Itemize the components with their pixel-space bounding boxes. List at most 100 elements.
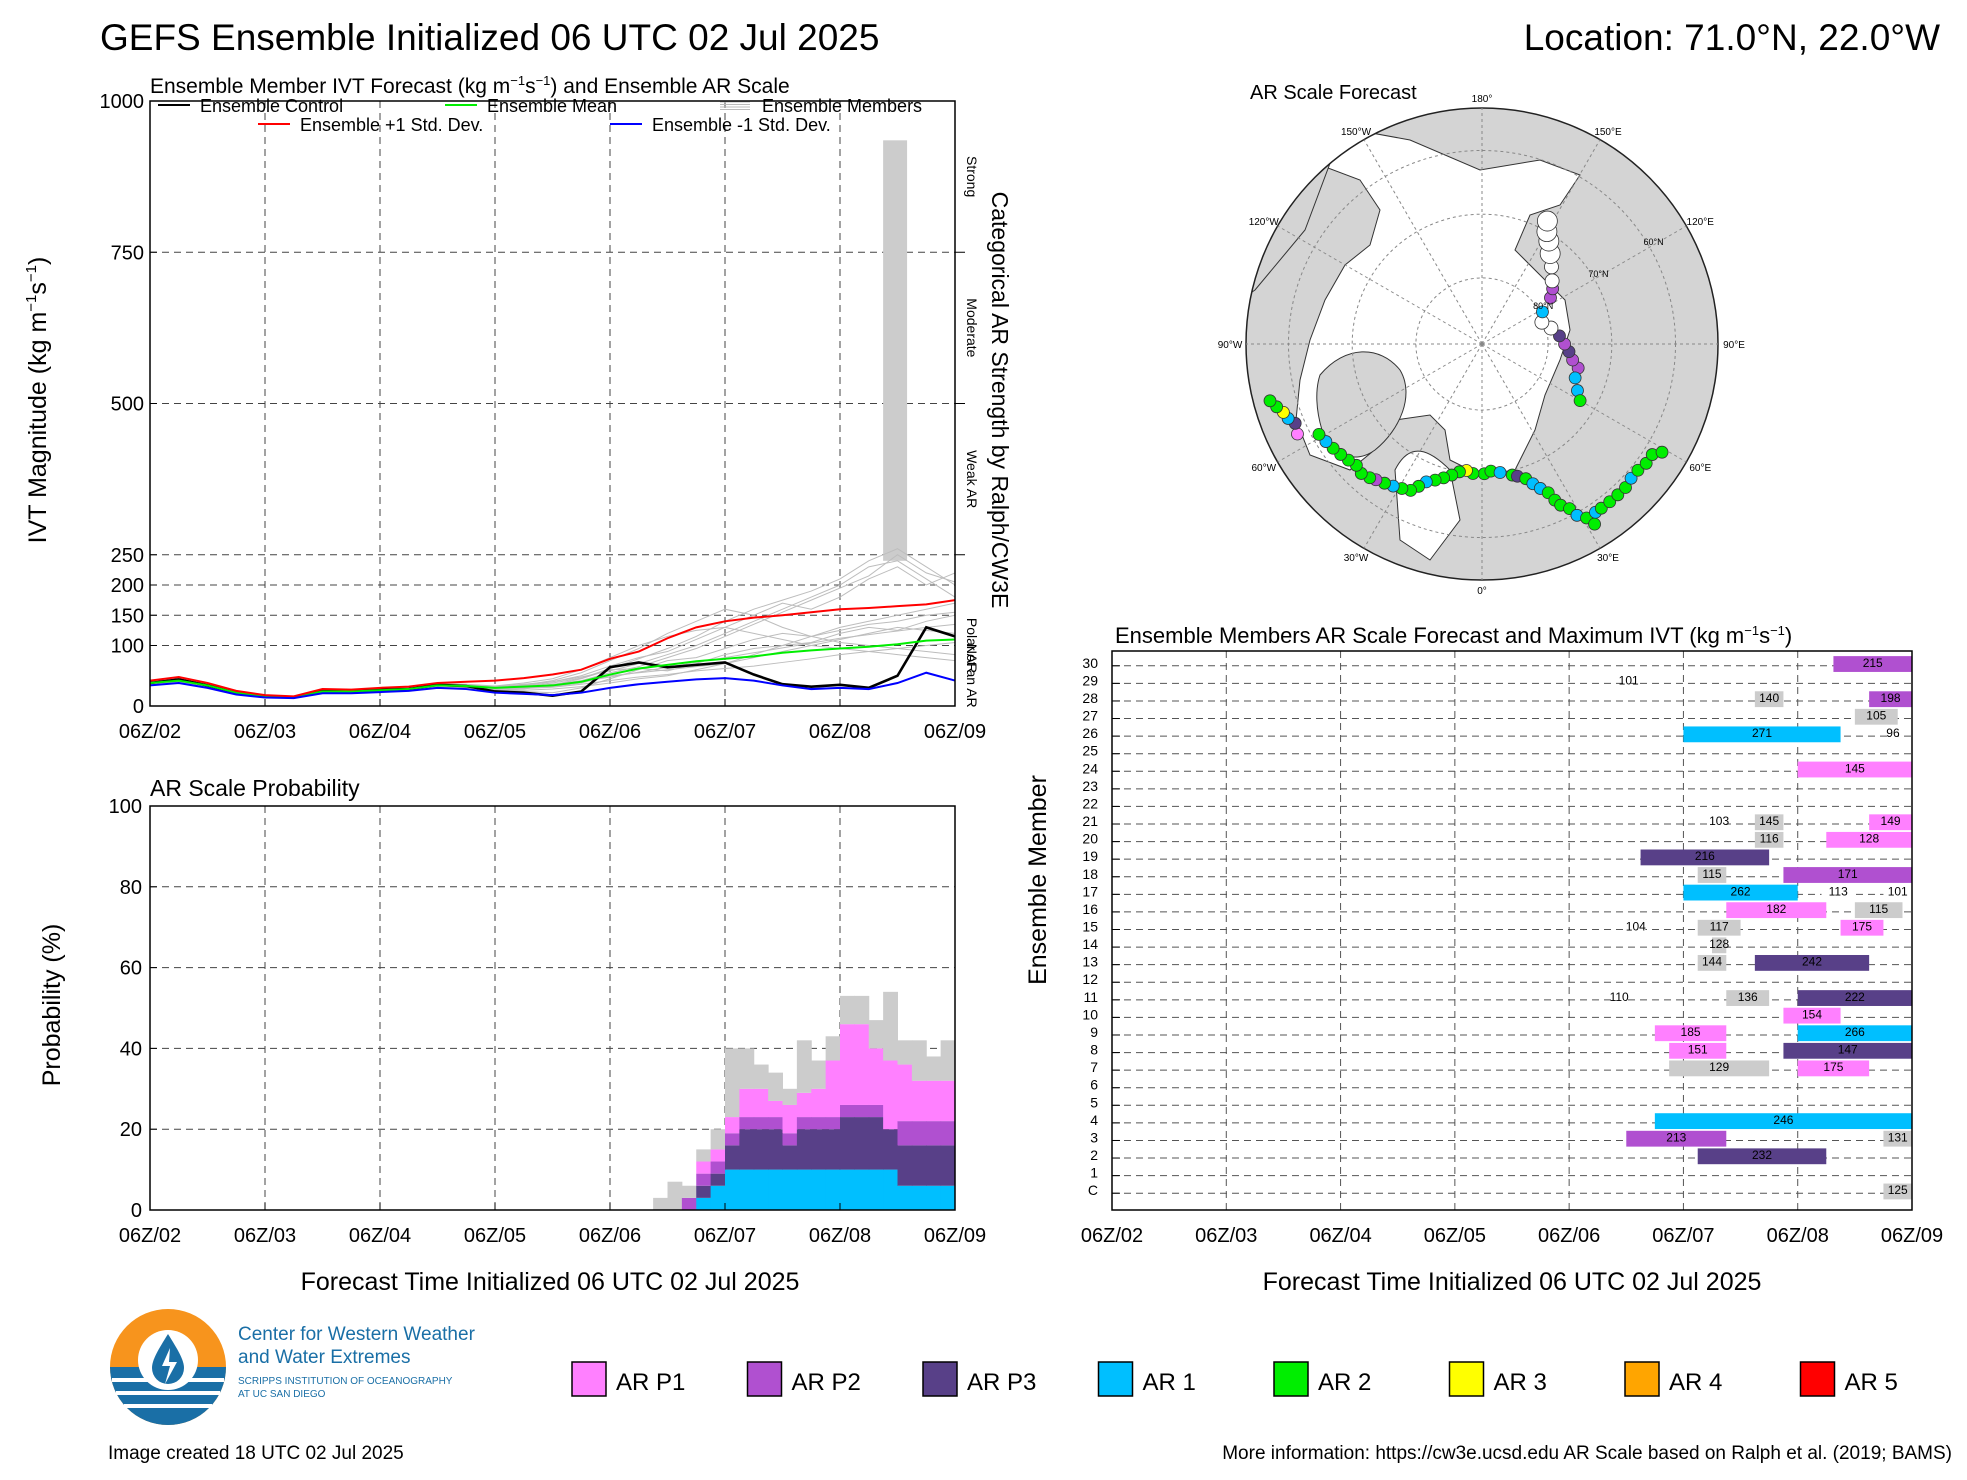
member-max-ivt: 232 [1752, 1148, 1772, 1162]
member-row-label: 27 [1082, 708, 1098, 724]
member-max-ivt: 103 [1709, 814, 1729, 828]
prob-bar-ar-p2 [840, 1104, 855, 1118]
prob-xtick-label: 06Z/05 [464, 1225, 526, 1247]
legend-key-swatch-0 [571, 1361, 607, 1397]
member-max-ivt: 96 [1886, 726, 1900, 740]
prob-bar-ar-p1 [825, 1060, 841, 1118]
member-ar-bar [1669, 1060, 1770, 1077]
member-max-ivt: 182 [1766, 902, 1786, 916]
member-row-label: 19 [1082, 848, 1098, 864]
lon-label-6: 0° [1477, 586, 1487, 597]
member-ar-bar [1797, 1025, 1912, 1042]
lon-label-10: 120°W [1249, 217, 1280, 228]
member-row-label: 5 [1090, 1094, 1098, 1110]
prob-bar-ar-p3 [739, 1129, 755, 1170]
prob-bar-ar-p1 [854, 1024, 870, 1105]
lon-label-11: 150°W [1341, 127, 1372, 138]
prob-bar-ar-p2 [782, 1133, 798, 1146]
ivt-xtick-label: 06Z/06 [579, 721, 641, 743]
map-point-68 [1568, 371, 1582, 385]
member-ar-bar [1654, 1025, 1727, 1042]
legend-key-swatch-7 [1799, 1361, 1836, 1397]
legend-key-swatch-5 [1448, 1361, 1485, 1397]
probability-plot-frame [149, 805, 956, 1211]
member-max-ivt: 271 [1752, 726, 1772, 740]
member-row-label: 11 [1083, 989, 1098, 1005]
prob-bar-ar-p3 [710, 1173, 726, 1186]
member-ar-bar [1626, 919, 1646, 936]
map-graticule [1246, 108, 1718, 580]
prob-bar-ar-p3 [897, 1145, 913, 1186]
legend-key-label-0: AR P1 [616, 1369, 685, 1396]
member-row-label: 23 [1082, 778, 1098, 794]
map-point-22 [1639, 456, 1653, 470]
prob-xtick-label: 06Z/03 [234, 1225, 296, 1247]
prob-bar-ar-p1 [725, 1117, 740, 1134]
prob-xtick-label: 06Z/04 [349, 1225, 411, 1247]
member-row-label: 8 [1090, 1042, 1098, 1058]
prob-bar-ar-p2 [940, 1121, 956, 1146]
member-ar-bar [1840, 919, 1884, 936]
member-ar-bar [1883, 884, 1912, 901]
prob-bar-ar-p1 [739, 1088, 755, 1118]
lat-label-2: 80°N [1533, 301, 1553, 311]
member-max-ivt: 115 [1869, 902, 1888, 916]
member-ar-bar [1869, 814, 1912, 831]
legend-label-4: Ensemble -1 Std. Dev. [652, 115, 831, 135]
member-max-ivt: 154 [1802, 1007, 1822, 1021]
ivt-ytick-label: 100 [111, 636, 144, 658]
member-max-ivt: 222 [1845, 990, 1865, 1004]
member-max-ivt: 213 [1666, 1130, 1686, 1144]
prob-bar-ar-p2 [681, 1197, 697, 1210]
member-xtick-label: 06Z/04 [1309, 1225, 1371, 1247]
prob-bar-ar-1 [825, 1169, 841, 1210]
lat-label-1: 70°N [1588, 269, 1608, 279]
member-max-ivt: 246 [1773, 1113, 1793, 1127]
location-label: Location: 71.0°N, 22.0°W [1524, 17, 1940, 58]
member-ar-bar [1821, 884, 1855, 901]
legend-key-label-2: AR P3 [967, 1369, 1036, 1396]
prob-bar-ar-1 [782, 1169, 798, 1210]
prob-bar-weak-ar [868, 1020, 884, 1049]
ar-scale-legend: AR P1 AR P2 AR P3 AR 1 AR 2 AR 3 AR 4 AR 5 [571, 1361, 1898, 1397]
probability-chart-title: AR Scale Probability [150, 775, 360, 801]
probability-x-axis-label: Forecast Time Initialized 06 UTC 02 Jul … [301, 1268, 800, 1296]
map-point-16 [1594, 501, 1608, 515]
prob-bar-ar-1 [926, 1185, 942, 1210]
member-row-label: 30 [1082, 655, 1098, 671]
member-xtick-label: 06Z/08 [1767, 1225, 1829, 1247]
legend-key-label-1: AR P2 [792, 1369, 861, 1396]
lon-label-8: 60°W [1251, 463, 1276, 474]
member-max-ivt: 145 [1759, 814, 1779, 828]
prob-bar-ar-p1 [710, 1149, 726, 1162]
member-max-ivt: 101 [1888, 884, 1908, 898]
prob-bar-weak-ar [710, 1129, 726, 1150]
prob-bar-weak-ar [753, 1064, 769, 1089]
prob-bar-ar-p2 [739, 1117, 755, 1130]
prob-bar-ar-p3 [768, 1129, 783, 1170]
prob-bar-weak-ar [782, 1088, 798, 1105]
map-point-46 [1291, 427, 1304, 441]
prob-bar-weak-ar [897, 1040, 913, 1065]
prob-bar-ar-p3 [883, 1129, 898, 1170]
member-xtick-label: 06Z/05 [1424, 1225, 1486, 1247]
prob-bar-ar-p1 [911, 1080, 927, 1122]
member-plot-frame [1111, 650, 1913, 1211]
map-point-19 [1619, 481, 1632, 494]
probability-bars [653, 991, 956, 1210]
prob-bar-weak-ar [696, 1149, 712, 1162]
category-label-4: Strong [964, 156, 980, 197]
member-row-label: 6 [1090, 1077, 1098, 1093]
map-point-62 [1544, 273, 1560, 289]
prob-bar-weak-ar [653, 1197, 668, 1210]
member-ar-bar [1712, 937, 1727, 954]
member-max-ivt: 140 [1759, 691, 1779, 705]
categorical-axis-title: Categorical AR Strength by Ralph/CW3E [987, 192, 1013, 609]
member-max-ivt: 110 [1610, 990, 1629, 1004]
prob-bar-ar-p3 [696, 1185, 712, 1198]
lon-label-0: 180° [1472, 94, 1493, 105]
prob-bar-ar-p2 [911, 1121, 927, 1146]
member-ar-bar [1697, 919, 1741, 936]
member-max-ivt: 113 [1829, 884, 1848, 898]
